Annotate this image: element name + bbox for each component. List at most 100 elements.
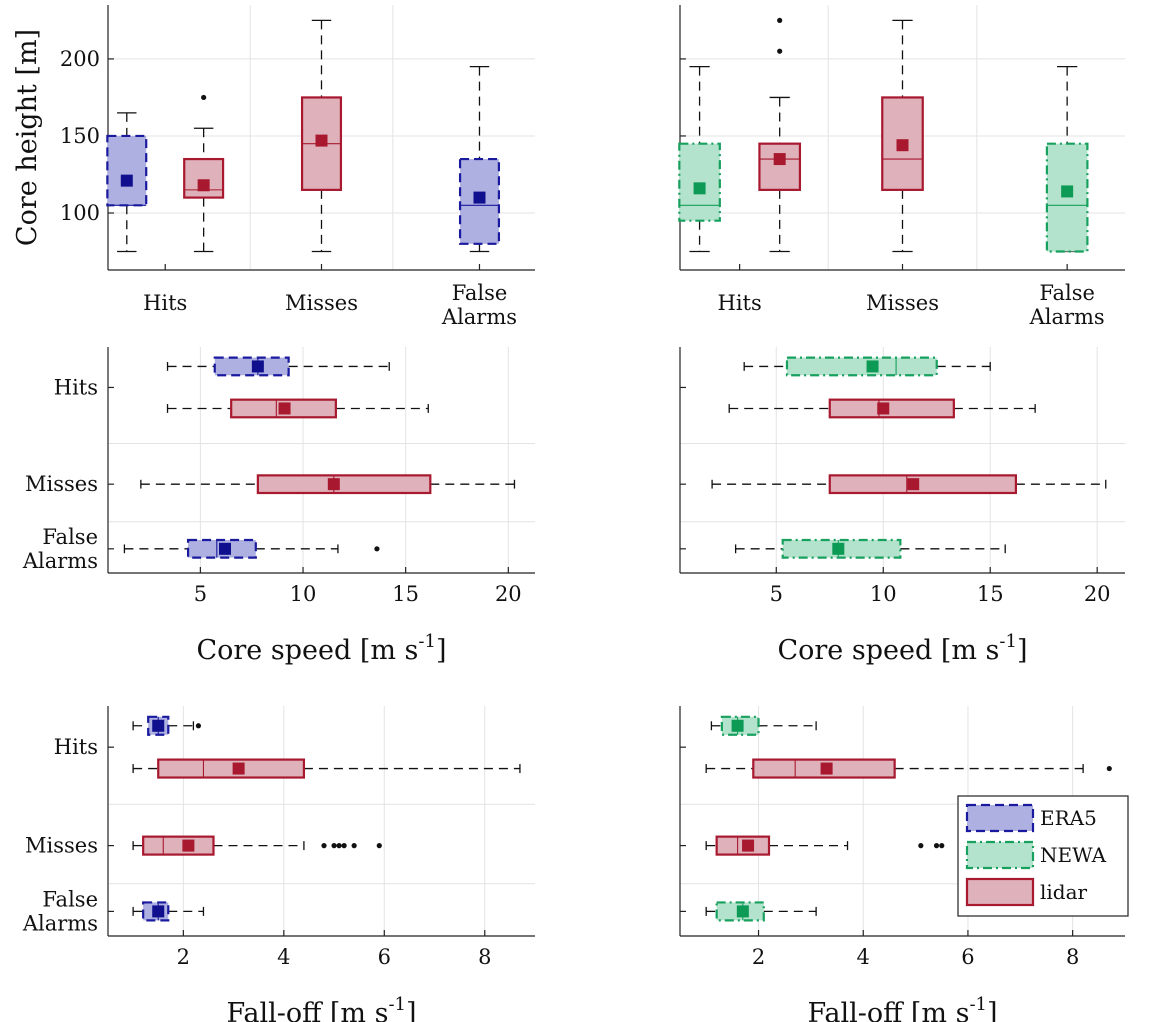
category-label: False — [1039, 281, 1095, 305]
box-lidar — [881, 19, 924, 253]
y-tick-label: 200 — [60, 47, 100, 71]
outlier-point — [376, 843, 382, 849]
box-lidar — [705, 758, 1112, 779]
category-label: Misses — [25, 834, 98, 858]
mean-marker — [1061, 185, 1074, 198]
legend-swatch-lidar — [965, 877, 1035, 907]
mean-marker — [742, 839, 755, 852]
legend-swatch-era5 — [965, 803, 1035, 833]
mean-marker — [907, 478, 920, 491]
box-iqr — [106, 134, 148, 207]
category-label: Alarms — [1029, 305, 1105, 329]
grid — [108, 706, 535, 936]
outlier-point — [336, 843, 342, 849]
box-newa — [710, 715, 817, 736]
x-axis-label: Core speed [m s-1] — [196, 631, 446, 666]
mean-marker — [731, 719, 744, 732]
outlier-point — [777, 17, 783, 24]
box-lidar — [132, 835, 382, 856]
y-axis-label: Core height [m] — [12, 29, 43, 246]
mean-marker — [219, 542, 232, 555]
category-label: False — [42, 887, 98, 911]
legend-label: lidar — [1040, 880, 1088, 904]
box-iqr — [157, 758, 306, 779]
mean-marker — [866, 360, 879, 373]
x-tick-label: 10 — [870, 582, 897, 606]
x-axis-label: Fall-off [m s-1] — [807, 994, 997, 1022]
box-lidar — [711, 474, 1107, 495]
outlier-point — [918, 843, 924, 849]
mean-marker — [832, 542, 845, 555]
category-label: Misses — [285, 291, 358, 315]
mean-marker — [693, 182, 706, 195]
box-lidar — [705, 835, 945, 856]
box-era5 — [458, 65, 501, 253]
x-tick-label: 5 — [770, 582, 783, 606]
category-label: Misses — [25, 472, 98, 496]
box-iqr — [142, 835, 215, 856]
mean-marker — [896, 139, 909, 152]
box-lidar — [166, 398, 429, 419]
box-era5 — [166, 356, 390, 377]
grid — [680, 347, 1125, 573]
box-lidar — [132, 758, 521, 779]
x-tick-label: 20 — [495, 582, 522, 606]
x-tick-label: 8 — [478, 945, 491, 969]
y-tick-label: 100 — [60, 201, 100, 225]
box-iqr — [256, 474, 432, 495]
outlier-point — [201, 94, 207, 101]
box-iqr — [828, 398, 955, 419]
legend-label: ERA5 — [1040, 806, 1097, 830]
box-iqr — [758, 142, 802, 191]
mean-marker — [152, 719, 165, 732]
box-era5 — [132, 715, 202, 736]
outlier-point — [374, 546, 380, 552]
x-axis-label: Core speed [m s-1] — [777, 631, 1027, 666]
legend-label: NEWA — [1040, 843, 1107, 867]
category-label: Misses — [866, 291, 939, 315]
box-lidar — [140, 474, 516, 495]
box-newa — [743, 356, 991, 377]
mean-marker — [120, 174, 133, 187]
box-newa — [734, 538, 1006, 559]
box-iqr — [828, 474, 1017, 495]
mean-marker — [232, 762, 245, 775]
outlier-point — [351, 843, 357, 849]
box-lidar — [728, 398, 1036, 419]
grid — [108, 347, 535, 573]
outlier-point — [1106, 765, 1112, 772]
x-tick-label: 2 — [177, 945, 190, 969]
category-label: Alarms — [441, 305, 517, 329]
mean-marker — [820, 762, 833, 775]
box-iqr — [785, 356, 938, 377]
x-tick-label: 2 — [752, 945, 765, 969]
x-tick-label: 6 — [961, 945, 974, 969]
mean-marker — [773, 153, 786, 166]
box-newa — [1045, 65, 1089, 253]
x-tick-label: 5 — [194, 582, 207, 606]
x-tick-label: 15 — [392, 582, 419, 606]
x-tick-label: 20 — [1084, 582, 1111, 606]
box-newa — [678, 65, 721, 253]
outlier-point — [939, 843, 945, 849]
box-lidar — [758, 17, 802, 253]
category-label: False — [452, 281, 508, 305]
mean-marker — [152, 905, 165, 918]
x-tick-label: 15 — [977, 582, 1004, 606]
box-era5 — [123, 538, 380, 559]
mean-marker — [327, 478, 340, 491]
panel-4: 5 10 15 20 Core speed [m s-1] — [679, 347, 1125, 666]
category-label: Hits — [54, 735, 98, 759]
x-tick-label: 4 — [857, 945, 870, 969]
mean-marker — [278, 402, 291, 415]
x-tick-label: 6 — [378, 945, 391, 969]
category-label: Hits — [718, 291, 762, 315]
mean-marker — [315, 134, 328, 147]
outlier-point — [341, 843, 347, 849]
y-tick-label: 150 — [60, 124, 100, 148]
legend-swatch-newa — [965, 840, 1035, 870]
